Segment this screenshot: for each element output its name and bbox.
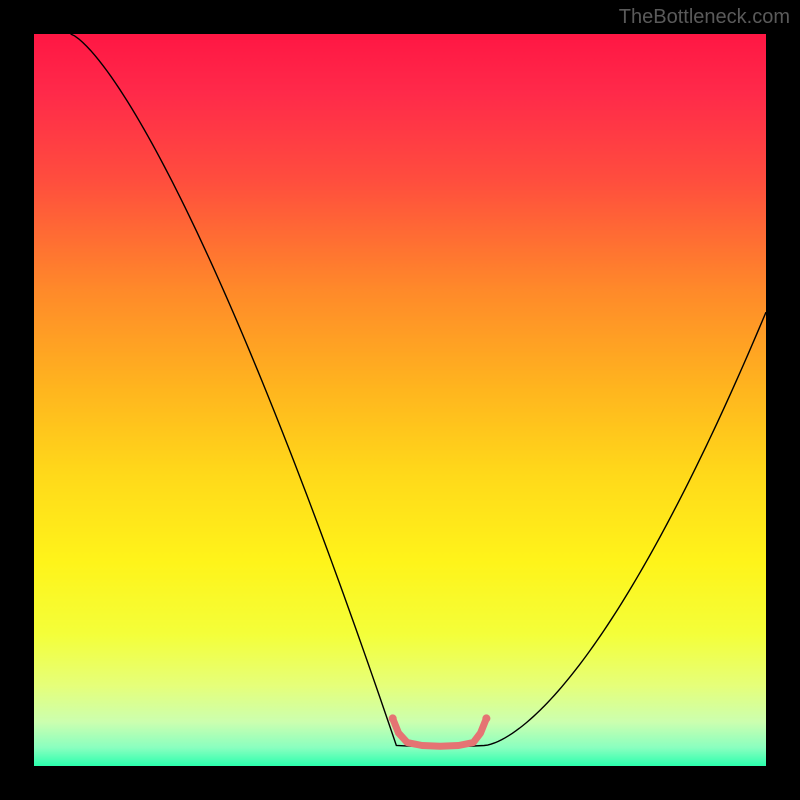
optimal-range-endpoint [482,714,490,722]
optimal-range-endpoint [389,714,397,722]
watermark-text: TheBottleneck.com [619,6,790,29]
plot-area [34,34,766,766]
optimal-range-marker [393,718,487,746]
bottleneck-curve [71,34,766,747]
curve-layer [34,34,766,766]
